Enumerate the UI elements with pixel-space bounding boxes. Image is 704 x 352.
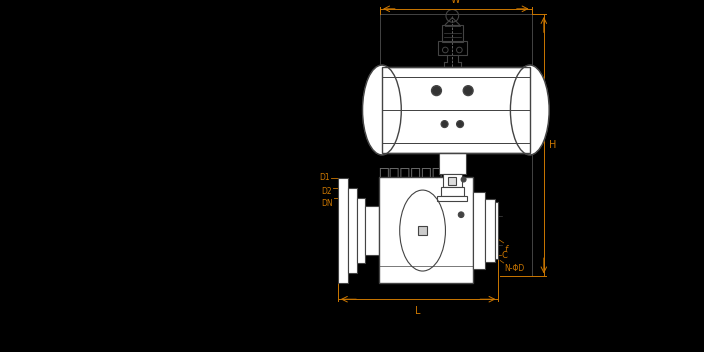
Ellipse shape [510, 65, 549, 155]
Ellipse shape [441, 120, 448, 128]
Text: H: H [549, 140, 556, 150]
Ellipse shape [463, 86, 473, 95]
Bar [442, 25, 463, 42]
Text: C: C [502, 251, 508, 260]
Bar [438, 41, 467, 55]
Bar [439, 153, 465, 174]
Text: L: L [415, 306, 421, 315]
Text: D1: D1 [320, 173, 330, 182]
Text: DN: DN [321, 199, 333, 208]
Text: D2: D2 [321, 187, 332, 196]
Bar [473, 192, 485, 269]
Bar [379, 177, 473, 283]
Bar [418, 226, 427, 235]
Ellipse shape [458, 212, 464, 218]
Text: 智鹏阀门集团: 智鹏阀门集团 [378, 167, 442, 185]
Bar [357, 198, 365, 263]
Bar [485, 199, 495, 262]
Ellipse shape [461, 177, 466, 182]
Bar [495, 202, 498, 259]
Bar [441, 187, 464, 196]
Ellipse shape [457, 120, 464, 128]
Bar [338, 178, 348, 283]
Bar [437, 196, 467, 201]
Ellipse shape [510, 65, 549, 155]
Text: N-ΦD: N-ΦD [504, 264, 524, 273]
Bar [382, 67, 530, 153]
Ellipse shape [432, 86, 441, 95]
Text: f: f [504, 245, 507, 254]
Bar [382, 67, 530, 153]
Bar [448, 177, 456, 185]
Ellipse shape [363, 65, 401, 155]
Bar [365, 206, 379, 255]
Ellipse shape [372, 69, 393, 151]
Bar [443, 174, 462, 187]
Text: W: W [451, 0, 460, 5]
Bar [348, 188, 357, 273]
Ellipse shape [520, 69, 541, 151]
Ellipse shape [363, 65, 401, 155]
